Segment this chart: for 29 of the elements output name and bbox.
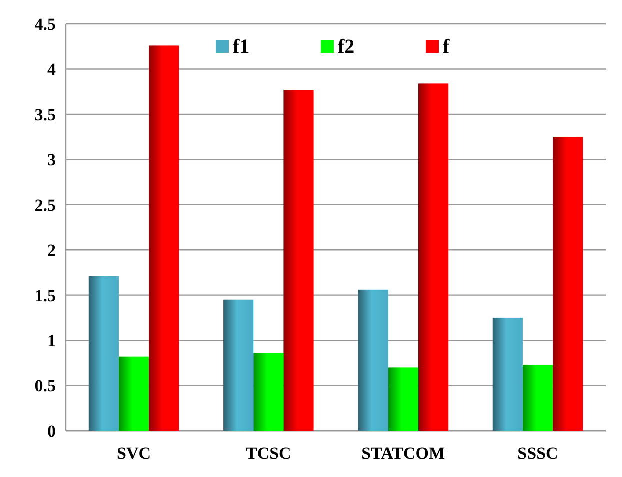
x-tick-label: SVC <box>116 444 152 463</box>
bar <box>149 46 180 431</box>
bar <box>358 290 388 431</box>
bar <box>553 137 584 431</box>
y-tick-label: 1.5 <box>34 286 56 306</box>
y-tick-label: 3 <box>48 150 56 170</box>
y-tick-label: 0.5 <box>34 376 56 396</box>
bar <box>388 368 418 431</box>
y-tick-label: 0 <box>48 422 56 441</box>
bar <box>118 356 150 431</box>
y-tick-label: 4 <box>48 60 56 80</box>
bar <box>492 318 523 431</box>
legend-label: f <box>443 36 450 58</box>
x-tick-label: STATCOM <box>362 444 446 463</box>
bar <box>522 364 554 431</box>
bar <box>224 300 254 431</box>
bar <box>284 90 314 431</box>
x-tick-label: TCSC <box>246 444 292 463</box>
legend-label: f2 <box>338 36 355 58</box>
bar <box>418 84 448 431</box>
y-tick-label: 3.5 <box>34 105 56 124</box>
y-tick-label: 2.5 <box>34 196 56 215</box>
bar <box>254 353 284 431</box>
y-tick-label: 2 <box>48 241 56 260</box>
x-tick-label: SSSC <box>518 444 558 463</box>
legend-label: f1 <box>233 36 250 58</box>
y-tick-label: 1 <box>48 332 56 351</box>
y-tick-label: 4.5 <box>34 14 56 34</box>
bar <box>88 276 119 431</box>
